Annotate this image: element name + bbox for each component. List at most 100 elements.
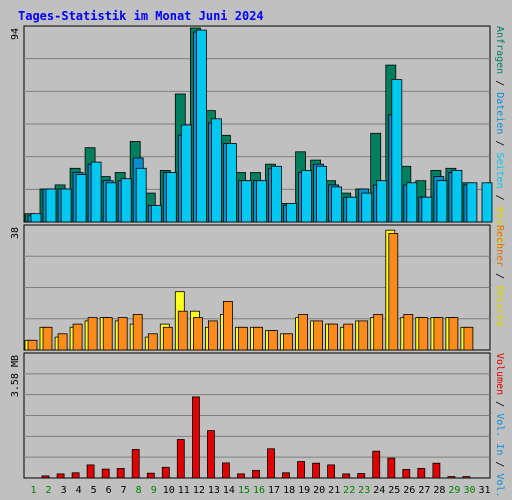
series-legend-label: Rechner / Besuche [494,225,505,327]
bar-seiten-day-7 [120,178,132,223]
bar-seiten-day-25 [391,79,403,223]
bar-rechner-day-5 [87,317,98,351]
x-tick-label: 14 [223,485,235,496]
x-tick-label: 6 [106,485,112,496]
x-tick-label: 30 [463,485,475,496]
bar-rechner-day-20 [313,320,324,351]
bar-volumen-day-2 [41,475,50,479]
x-tick-label: 24 [373,485,385,496]
x-tick-label: 18 [283,485,295,496]
x-tick-label: 21 [328,485,340,496]
bar-volumen-day-18 [282,472,290,479]
bar-seiten-day-23 [361,192,373,223]
bar-volumen-day-12 [191,396,200,479]
x-tick-label: 3 [61,485,67,496]
bar-volumen-day-27 [417,467,426,479]
x-tick-label: 15 [238,485,250,496]
x-axis: 1 2 3 4 5 6 7 8 9 10 11 12 13 14 15 16 17 18 19 20 21 22 23 24 2… [30,485,490,496]
panel-visits: 38 Rechner / Besuche [10,224,505,351]
bar-rechner-day-27 [418,317,429,351]
bar-volumen-day-14 [221,462,230,479]
x-tick-label: 28 [433,485,445,496]
bar-volumen-day-19 [297,461,306,479]
bar-rechner-day-17 [268,330,278,351]
x-tick-label: 17 [268,485,280,496]
bar-rechner-day-12 [192,317,203,351]
x-tick-label: 4 [76,485,82,496]
legend-part: / [494,267,505,285]
panel-volume: 3.58 MB Volumen / Vol. In / Vol. Out [10,352,505,500]
x-tick-label: 23 [358,485,370,496]
bar-volumen-day-6 [101,468,110,479]
bar-seiten-day-6 [105,182,117,223]
bar-rechner-day-6 [102,317,113,351]
series-legend-label: Anfragen / Dateien / Seiten / Besuche [494,26,505,249]
bar-seiten-day-28 [436,180,448,223]
x-tick-label: 11 [178,485,190,496]
bar-seiten-day-15 [241,180,252,223]
bar-volumen-day-13 [206,430,215,479]
legend-part: Besuche [494,285,505,327]
bar-seiten-day-31 [481,182,493,223]
bar-seiten-day-2 [45,188,57,223]
bar-rechner-day-29 [448,317,459,351]
bar-volumen-day-5 [86,464,95,479]
x-tick-label: 13 [208,485,220,496]
legend-part: / [494,395,505,413]
bar-seiten-day-1 [30,213,42,223]
bar-rechner-day-2 [42,326,53,351]
y-max-label: 38 [10,227,21,239]
bar-rechner-day-9 [147,333,158,351]
bar-rechner-day-8 [132,313,143,351]
bar-seiten-day-4 [75,174,87,223]
bar-rechner-day-25 [388,233,399,351]
bar-volumen-day-29 [447,476,456,479]
x-tick-label: 1 [30,485,36,496]
bar-rechner-day-4 [72,323,83,351]
bar-seiten-day-16 [256,180,267,223]
legend-part: Besuche [494,207,505,249]
legend-part: / [494,189,505,207]
bar-seiten-day-19 [301,169,313,223]
x-tick-label: 8 [136,485,142,496]
bar-seiten-day-5 [90,161,102,223]
bar-seiten-day-12 [195,29,207,223]
x-tick-label: 9 [151,485,157,496]
bar-rechner-day-10 [162,326,173,351]
bar-volumen-day-3 [56,473,65,479]
series-legend-label: Volumen / Vol. In / Vol. Out [494,353,505,500]
bar-rechner-day-28 [433,317,444,351]
bar-seiten-day-9 [150,205,162,223]
bar-seiten-day-22 [346,196,358,223]
legend-part: Volumen [494,353,505,395]
bar-seiten-day-29 [451,169,463,223]
bar-volumen-day-24 [372,450,381,479]
bar-volumen-day-15 [237,473,245,479]
x-tick-label: 5 [91,485,97,496]
bar-volumen-day-30 [462,476,471,479]
bar-rechner-day-21 [328,323,339,351]
bar-volumen-day-4 [71,472,80,479]
bar-rechner-day-19 [298,313,309,351]
bar-seiten-day-8 [135,167,147,223]
x-tick-label: 12 [193,485,205,496]
bar-volumen-day-25 [387,457,396,479]
bar-seiten-day-21 [331,186,343,223]
bar-rechner-day-3 [57,333,68,351]
bar-rechner-day-23 [358,320,369,351]
legend-part: Dateien [494,92,505,134]
bar-rechner-day-13 [207,320,218,351]
legend-part: Anfragen [494,26,505,74]
bar-volumen-day-28 [432,462,441,479]
bar-rechner-day-1 [27,339,38,351]
legend-part: / [494,455,505,473]
legend-part: / [494,74,505,92]
bar-seiten-day-14 [225,143,237,223]
legend-part: Rechner [494,225,505,267]
y-max-label: 3.58 MB [10,355,21,397]
bar-volumen-day-22 [342,473,351,479]
bar-rechner-day-16 [253,326,263,351]
x-tick-label: 20 [313,485,325,496]
bar-seiten-day-24 [376,180,388,223]
